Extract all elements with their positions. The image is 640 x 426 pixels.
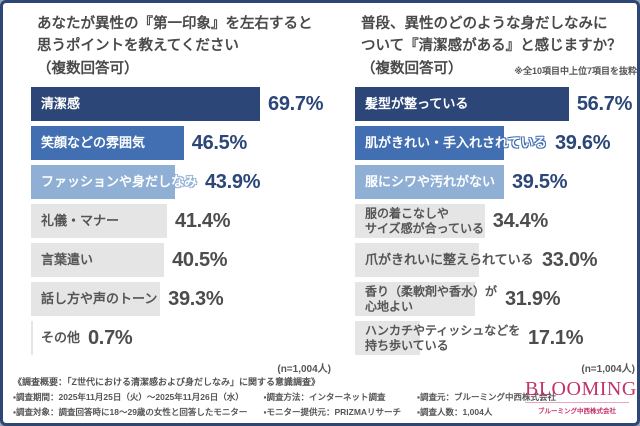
bar-label: 笑顔などの雰囲気	[41, 135, 146, 151]
bar-row: 話し方や声のトーン 39.3%	[31, 282, 333, 317]
bar-value: 56.7%	[576, 92, 633, 115]
bar	[355, 126, 505, 161]
bar-value: 17.1%	[528, 326, 584, 349]
survey-overview-heading: 《調査概要：「Z世代における清潔感および身だしなみ」に関する意識調査》	[13, 377, 320, 387]
bar-label: 肌がきれい・手入れされている	[365, 135, 547, 151]
bar-row: 言葉遣い 40.5%	[31, 243, 333, 278]
bar	[355, 204, 485, 239]
bar-row: 香り（柔軟剤や香水）が 心地よい 31.9%	[355, 282, 637, 317]
bar-row: 笑顔などの雰囲気 46.5%	[31, 126, 333, 161]
bar-value: 39.5%	[511, 170, 568, 193]
bar-label: 服の着こなしや サイズ感が合っている	[365, 207, 485, 236]
chart-title-line1: 普段、異性のどのような身だしなみに	[361, 16, 608, 32]
bar-value: 46.5%	[191, 131, 248, 154]
blooming-logo-wordmark: BLOOMING	[525, 378, 637, 400]
blooming-logo: BLOOMING ブルーミング中西株式会社	[525, 378, 637, 415]
bar-value: 34.4%	[492, 209, 549, 232]
bar-value: 41.4%	[175, 209, 231, 232]
bar-value: 39.6%	[554, 131, 611, 154]
survey-method: ▪調査方法：インターネット調査	[263, 392, 386, 402]
bar-label: ハンカチやティッシュなどを 持ち歩いている	[365, 324, 521, 353]
bar	[355, 282, 476, 317]
survey-overview-columns: ▪調査期間：2025年11月25日（火）～2025年11月26日（水） ▪調査対…	[13, 391, 556, 418]
bar-value: 39.3%	[168, 287, 224, 310]
bar	[31, 282, 161, 317]
bar	[31, 87, 260, 122]
multi-answer-note: （複数回答可）	[37, 60, 139, 77]
bar-label: 香り（柔軟剤や香水）が 心地よい	[365, 285, 498, 314]
chart-title: 普段、異性のどのような身だしなみに ついて『清潔感がある』と感じますか？	[361, 13, 637, 58]
survey-respondents: ▪調査人数：1,004人	[417, 407, 493, 417]
bar-value: 0.7%	[87, 326, 133, 349]
chart-title-line2: ついて『清潔感がある』と感じますか？	[361, 38, 622, 55]
survey-subjects: ▪調査対象：調査回答時に18～29歳の女性と回答したモニター	[13, 407, 248, 417]
bar	[31, 126, 184, 161]
blooming-logo-company-name: ブルーミング中西株式会社	[525, 402, 629, 415]
bar-label: 礼儀・マナー	[41, 213, 120, 229]
bar-row: 服にシワや汚れがない 39.5%	[355, 165, 637, 200]
bar	[355, 87, 569, 122]
bar-value: 43.9%	[204, 170, 261, 193]
bar	[31, 243, 165, 278]
survey-period: ▪調査期間：2025年11月25日（火）～2025年11月26日（水）	[13, 392, 244, 402]
chart-cleanliness-grooming: 普段、異性のどのような身だしなみに ついて『清潔感がある』と感じますか？ （複数…	[355, 13, 637, 375]
chart-title-line1: あなたが異性の『第一印象』を左右すると	[37, 16, 313, 32]
chart-first-impression: あなたが異性の『第一印象』を左右すると 思うポイントを教えてください （複数回答…	[31, 13, 333, 375]
bar-rows: 髪型が整っている 56.7% 肌がきれい・手入れされている 39.6% 服にシワ…	[355, 87, 637, 356]
chart-title: あなたが異性の『第一印象』を左右すると 思うポイントを教えてください	[37, 13, 333, 58]
bar-row: 肌がきれい・手入れされている 39.6%	[355, 126, 637, 161]
bar-value: 33.0%	[541, 248, 598, 271]
bar	[31, 165, 176, 200]
bar-label: 服にシワや汚れがない	[365, 174, 496, 190]
survey-overview-col3: ▪調査元：ブルーミング中西株式会社 ▪調査人数：1,004人	[417, 391, 556, 418]
bar-row: ファッションや身だしなみ 43.9%	[31, 165, 333, 200]
bar-row: その他 0.7%	[31, 321, 333, 356]
bar-row: 髪型が整っている 56.7%	[355, 87, 637, 122]
bar-label: ファッションや身だしなみ	[41, 174, 198, 190]
survey-overview-col1: ▪調査期間：2025年11月25日（火）～2025年11月26日（水） ▪調査対…	[13, 391, 247, 418]
multi-answer-note: （複数回答可）	[361, 60, 463, 77]
bar-row: 爪がきれいに整えられている 33.0%	[355, 243, 637, 278]
bar-row: 清潔感 69.7%	[31, 87, 333, 122]
bar-label: 爪がきれいに整えられている	[365, 252, 534, 268]
bar-row: 服の着こなしや サイズ感が合っている 34.4%	[355, 204, 637, 239]
bar-row: 礼儀・マナー 41.4%	[31, 204, 333, 239]
bar-row: ハンカチやティッシュなどを 持ち歩いている 17.1%	[355, 321, 637, 356]
bar	[355, 165, 504, 200]
bar	[355, 321, 420, 356]
survey-overview-col2: ▪調査方法：インターネット調査 ▪モニター提供元：PRIZMAリサーチ	[263, 391, 401, 418]
bar-label: 話し方や声のトーン	[41, 291, 158, 307]
sample-size-label: (n=1,004人)	[277, 364, 331, 376]
bar	[31, 204, 168, 239]
bar-label: 髪型が整っている	[365, 96, 469, 112]
chart-title-line2: 思うポイントを教えてください	[37, 38, 239, 55]
chart-title-row3: （複数回答可） ※全10項目中上位7項目を抜粋	[361, 58, 637, 80]
chart-title-row3: （複数回答可）	[37, 58, 333, 80]
bar-label: 清潔感	[41, 96, 81, 112]
bar-label: その他	[41, 330, 81, 346]
survey-source: ▪調査元：ブルーミング中西株式会社	[417, 392, 557, 402]
bar	[355, 243, 480, 278]
bar-value: 40.5%	[172, 248, 228, 271]
bar-value: 69.7%	[268, 92, 324, 115]
bar-rows: 清潔感 69.7% 笑顔などの雰囲気 46.5% ファッションや身だしなみ 43…	[31, 87, 333, 356]
bar-label: 言葉遣い	[41, 252, 94, 268]
excerpt-note: ※全10項目中上位7項目を抜粋	[514, 66, 637, 77]
bar	[31, 321, 34, 356]
survey-overview: 《調査概要：「Z世代における清潔感および身だしなみ」に関する意識調査》 ▪調査期…	[13, 375, 556, 418]
bar-value: 31.9%	[504, 287, 561, 310]
monitor-provider: ▪モニター提供元：PRIZMAリサーチ	[263, 407, 402, 417]
sample-size-label: (n=1,004人)	[581, 364, 635, 376]
